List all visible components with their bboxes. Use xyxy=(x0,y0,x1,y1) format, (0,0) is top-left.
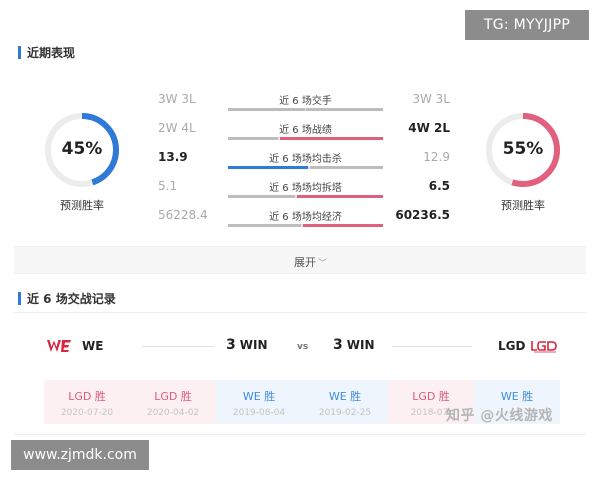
stat-left-value: 56228.4 xyxy=(158,208,208,222)
h2h-title: 近 6 场交战记录 xyxy=(27,291,116,306)
left-win-rate-donut xyxy=(45,113,119,187)
stat-right-value: 12.9 xyxy=(423,150,450,164)
lgd-logo-icon xyxy=(531,341,557,353)
stat-bar-left xyxy=(228,195,295,198)
stat-label: 近 6 场交手 xyxy=(279,96,332,107)
stat-right-value: 6.5 xyxy=(428,179,450,193)
team-right-score-value: 3 xyxy=(333,337,343,353)
team-right-score: 3 WIN xyxy=(333,337,375,353)
match-result: WE 胜 xyxy=(500,390,534,403)
right-donut-arc xyxy=(486,113,560,187)
match-date: 2020-07-20 xyxy=(60,408,114,418)
match-card[interactable]: WE 胜 2019-08-04 xyxy=(216,380,302,424)
team-left-name[interactable]: WE xyxy=(82,339,104,353)
stat-bar-left xyxy=(228,224,301,227)
right-win-rate-donut xyxy=(486,113,560,187)
match-history-list: LGD 胜 2020-07-20 LGD 胜 2020-04-02 WE 胜 2019-0… xyxy=(44,380,560,424)
team-right-name[interactable]: LGD xyxy=(498,339,526,353)
site-watermark: www.zjmdk.com xyxy=(11,440,149,470)
divider xyxy=(14,434,586,435)
recent-performance-header: 近期表现 xyxy=(18,44,75,60)
match-card[interactable]: WE 胜 xyxy=(474,380,560,424)
stat-bar-right xyxy=(303,224,383,227)
match-date: 2019-02-25 xyxy=(318,408,372,418)
team-right-win-label: WIN xyxy=(346,338,375,352)
match-date: 2020-04-02 xyxy=(146,408,200,418)
stat-bar-left xyxy=(228,166,308,169)
stat-row: 56228.4 近 6 场场均经济 60236.5 xyxy=(158,208,450,227)
stat-row: 5.1 近 6 场场均拆塔 6.5 xyxy=(158,179,450,198)
section-accent-bar xyxy=(18,291,21,305)
match-date: 2019-08-04 xyxy=(232,408,286,418)
divider xyxy=(142,346,214,347)
recent-performance-title: 近期表现 xyxy=(27,45,76,60)
stat-left-value: 2W 4L xyxy=(158,121,196,135)
team-left-score: 3 WIN xyxy=(226,337,268,353)
stat-label: 近 6 场场均经济 xyxy=(269,212,342,223)
stat-right-value: 4W 2L xyxy=(408,121,450,135)
stat-left-value: 3W 3L xyxy=(158,92,196,106)
match-result: WE 胜 xyxy=(328,390,362,403)
match-card[interactable]: LGD 胜 2020-07-20 xyxy=(44,380,130,424)
team-left-score-value: 3 xyxy=(226,337,236,353)
tg-watermark: TG: MYYJJPP xyxy=(465,10,589,40)
stat-bar-right xyxy=(310,166,383,169)
section-accent-bar xyxy=(18,45,21,59)
match-date: 2018-07- xyxy=(410,408,452,418)
match-card[interactable]: LGD 胜 2018-07- xyxy=(388,380,474,424)
match-result: LGD 胜 xyxy=(154,390,192,403)
stat-bar-right xyxy=(280,137,383,140)
match-card[interactable]: WE 胜 2019-02-25 xyxy=(302,380,388,424)
stat-label: 近 6 场战绩 xyxy=(279,125,332,136)
left-donut-arc xyxy=(45,113,119,187)
stat-right-value: 3W 3L xyxy=(412,92,450,106)
right-win-rate-label: 预测胜率 xyxy=(501,199,545,212)
expand-bar: 展开 ﹀ xyxy=(14,246,586,274)
divider xyxy=(392,346,472,347)
divider xyxy=(14,312,586,313)
stat-bar-track xyxy=(228,108,383,111)
team-left-win-label: WIN xyxy=(239,338,268,352)
stat-label: 近 6 场场均拆塔 xyxy=(269,183,342,194)
we-logo-icon xyxy=(47,340,71,352)
right-win-rate-value: 55% xyxy=(502,139,544,159)
match-result: LGD 胜 xyxy=(412,390,450,403)
stat-row: 13.9 近 6 场场均击杀 12.9 xyxy=(158,150,450,169)
left-win-rate-value: 45% xyxy=(61,139,103,159)
match-result: LGD 胜 xyxy=(68,390,106,403)
stat-row: 2W 4L 近 6 场战绩 4W 2L xyxy=(158,121,450,140)
left-win-rate-label: 预测胜率 xyxy=(60,199,104,212)
match-card[interactable]: LGD 胜 2020-04-02 xyxy=(130,380,216,424)
chevron-down-icon: ﹀ xyxy=(318,259,328,269)
match-result: WE 胜 xyxy=(242,390,276,403)
stat-bar-right xyxy=(306,108,383,111)
stat-bar-right xyxy=(297,195,383,198)
expand-button[interactable]: 展开 ﹀ xyxy=(294,254,327,270)
zhihu-watermark: 知乎 @火线游戏 xyxy=(446,408,553,424)
expand-label: 展开 xyxy=(294,256,316,269)
stat-label: 近 6 场场均击杀 xyxy=(269,154,342,165)
stat-bar-left xyxy=(228,108,305,111)
stat-bar-left xyxy=(228,137,278,140)
stat-right-value: 60236.5 xyxy=(395,208,450,222)
vs-label: vs xyxy=(297,342,309,352)
stat-left-value: 13.9 xyxy=(158,150,188,164)
stat-left-value: 5.1 xyxy=(158,179,178,193)
stat-row: 3W 3L 近 6 场交手 3W 3L xyxy=(158,92,450,111)
h2h-header: 近 6 场交战记录 xyxy=(18,290,116,306)
